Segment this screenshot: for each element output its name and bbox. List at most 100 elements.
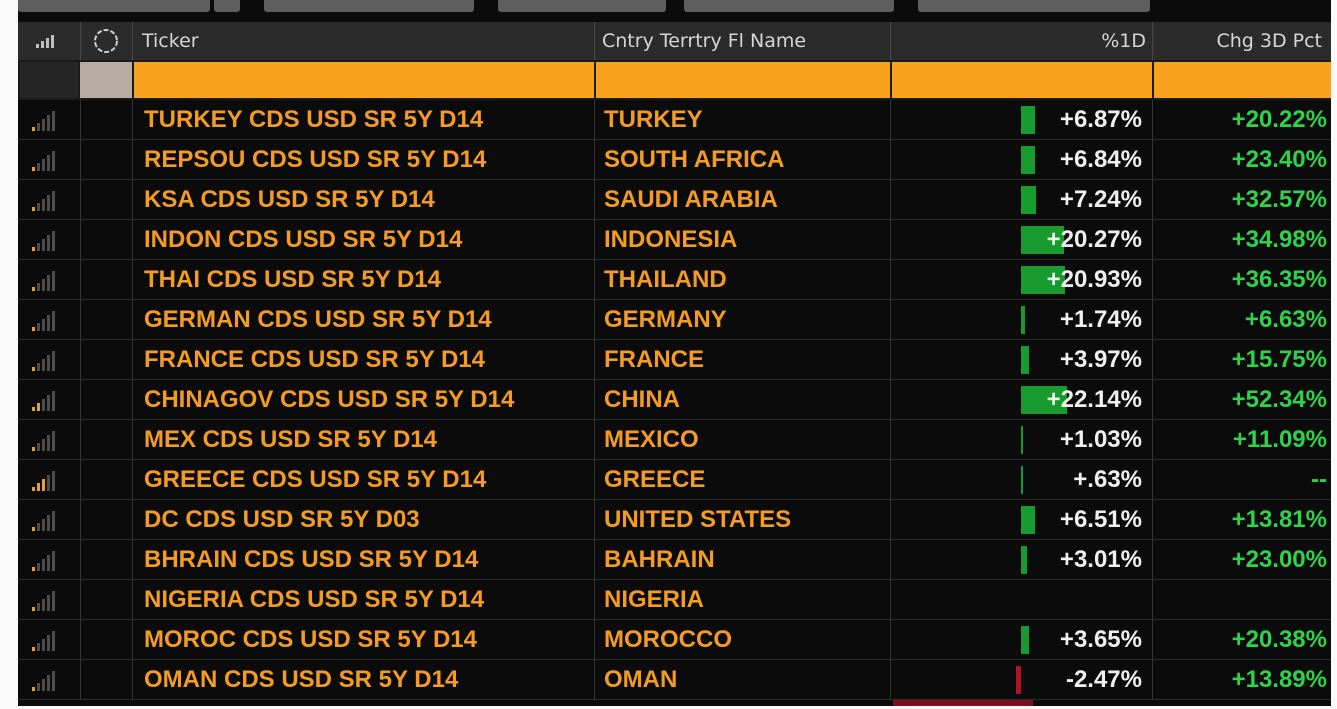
pct-1d-cell: +.63% [893,460,1148,499]
table-row[interactable]: INDON CDS USD SR 5Y D14 INDONESIA +20.27% +… [18,220,1331,260]
country-cell: FRANCE [604,346,704,373]
signal-strength-icon [18,500,80,539]
pct-1d-value: +6.87% [1059,106,1142,133]
pct-1d-value: -2.47% [1065,666,1142,693]
pct-1d-cell: +20.93% [893,260,1148,299]
ticker-cell[interactable]: FRANCE CDS USD SR 5Y D14 [144,346,485,373]
chg-3d-cell: +23.00% [1231,546,1327,573]
ticker-cell[interactable]: GREECE CDS USD SR 5Y D14 [144,466,487,493]
table-row[interactable]: CHINAGOV CDS USD SR 5Y D14 CHINA +22.14% +5… [18,380,1331,420]
pct-1d-value: +6.84% [1059,146,1142,173]
country-cell: MOROCCO [604,626,732,653]
table-header: Ticker Cntry Terrtry Fl Name %1D Chg 3D … [18,22,1331,60]
toolbar-button[interactable] [264,0,474,12]
pct-1d-cell [893,580,1148,619]
filter-cell [20,62,78,98]
toolbar-button[interactable] [918,0,1150,12]
table-row[interactable]: FRANCE CDS USD SR 5Y D14 FRANCE +3.97% +15.… [18,340,1331,380]
table-row[interactable]: OMAN CDS USD SR 5Y D14 OMAN -2.47% +13.89% [18,660,1331,700]
country-cell: TURKEY [604,106,703,133]
toolbar-button[interactable] [498,0,666,12]
column-header-chg-3d[interactable]: Chg 3D Pct [1216,30,1322,52]
pct-1d-cell: +20.27% [893,220,1148,259]
table-row[interactable]: DC CDS USD SR 5Y D03 UNITED STATES +6.51% +… [18,500,1331,540]
signal-strength-icon [18,220,80,259]
chg-3d-cell: +15.75% [1231,346,1327,373]
country-cell: BAHRAIN [604,546,715,573]
pct-1d-bar [1021,466,1023,494]
pct-1d-bar [1021,626,1029,654]
chg-3d-cell: +34.98% [1231,226,1327,253]
signal-strength-icon [18,180,80,219]
column-header-country[interactable]: Cntry Terrtry Fl Name [602,30,807,52]
ticker-cell[interactable]: DC CDS USD SR 5Y D03 [144,506,420,533]
filter-input-country[interactable] [596,62,890,98]
ticker-cell[interactable]: REPSOU CDS USD SR 5Y D14 [144,146,487,173]
column-header-ticker[interactable]: Ticker [142,30,199,52]
ticker-cell[interactable]: CHINAGOV CDS USD SR 5Y D14 [144,386,515,413]
ticker-cell[interactable]: BHRAIN CDS USD SR 5Y D14 [144,546,479,573]
filter-input-pct-1d[interactable] [892,62,1152,98]
pct-1d-value: +20.27% [1046,226,1142,253]
pct-1d-bar [1021,306,1025,334]
toolbar-button[interactable] [18,0,210,12]
table-row[interactable]: MEX CDS USD SR 5Y D14 MEXICO +1.03% +11.09% [18,420,1331,460]
signal-strength-icon [18,260,80,299]
chg-3d-cell: +36.35% [1231,266,1327,293]
signal-strength-icon [18,340,80,379]
toolbar-dropdown-button[interactable] [214,0,240,12]
signal-strength-icon [18,660,80,699]
chg-3d-cell: +13.81% [1231,506,1327,533]
pct-1d-cell: +6.87% [893,100,1148,139]
ticker-cell[interactable]: OMAN CDS USD SR 5Y D14 [144,666,459,693]
column-header-pct-1d[interactable]: %1D [1101,30,1146,52]
filter-input-ticker[interactable] [134,62,594,98]
pct-1d-value: +6.51% [1059,506,1142,533]
filter-cell[interactable] [80,62,132,98]
filter-input-chg-3d[interactable] [1154,62,1331,98]
pct-1d-bar [1021,346,1029,374]
pct-1d-value: +.63% [1073,466,1142,493]
signal-strength-icon [18,300,80,339]
ticker-cell[interactable]: MOROC CDS USD SR 5Y D14 [144,626,477,653]
pct-1d-cell: +3.01% [893,540,1148,579]
chg-3d-cell: +6.63% [1244,306,1327,333]
ticker-cell[interactable]: MEX CDS USD SR 5Y D14 [144,426,437,453]
pct-1d-value: +1.03% [1059,426,1142,453]
pct-1d-bar [1021,426,1023,454]
signal-bars-icon[interactable] [32,22,66,60]
pct-1d-value: +7.24% [1059,186,1142,213]
table-row[interactable]: TURKEY CDS USD SR 5Y D14 TURKEY +6.87% +20.… [18,100,1331,140]
table-row[interactable]: NIGERIA CDS USD SR 5Y D14 NIGERIA [18,580,1331,620]
country-cell: GREECE [604,466,706,493]
country-cell: OMAN [604,666,678,693]
table-row[interactable]: BHRAIN CDS USD SR 5Y D14 BAHRAIN +3.01% +23… [18,540,1331,580]
chg-3d-cell: +23.40% [1231,146,1327,173]
ticker-cell[interactable]: KSA CDS USD SR 5Y D14 [144,186,435,213]
ticker-cell[interactable]: THAI CDS USD SR 5Y D14 [144,266,441,293]
pct-1d-value: +22.14% [1046,386,1142,413]
pct-1d-cell: +22.14% [893,380,1148,419]
signal-strength-icon [18,420,80,459]
ticker-cell[interactable]: TURKEY CDS USD SR 5Y D14 [144,106,484,133]
toolbar-button[interactable] [684,0,894,12]
table-row[interactable]: REPSOU CDS USD SR 5Y D14 SOUTH AFRICA +6.8… [18,140,1331,180]
table-row[interactable]: GREECE CDS USD SR 5Y D14 GREECE +.63% -- [18,460,1331,500]
pct-1d-value: +3.65% [1059,626,1142,653]
table-row[interactable]: THAI CDS USD SR 5Y D14 THAILAND +20.93% +36… [18,260,1331,300]
chg-3d-cell: +32.57% [1231,186,1327,213]
circle-loading-icon[interactable] [88,22,124,60]
pct-1d-cell: -2.47% [893,660,1148,699]
ticker-cell[interactable]: INDON CDS USD SR 5Y D14 [144,226,463,253]
table-row[interactable]: KSA CDS USD SR 5Y D14 SAUDI ARABIA +7.24% +… [18,180,1331,220]
country-cell: NIGERIA [604,586,705,613]
ticker-cell[interactable]: GERMAN CDS USD SR 5Y D14 [144,306,492,333]
table-row[interactable]: MOROC CDS USD SR 5Y D14 MOROCCO +3.65% +20.… [18,620,1331,660]
pct-1d-bar [1021,546,1027,574]
ticker-cell[interactable]: NIGERIA CDS USD SR 5Y D14 [144,586,485,613]
signal-strength-icon [18,460,80,499]
pct-1d-value: +3.97% [1059,346,1142,373]
pct-1d-cell: +1.74% [893,300,1148,339]
table-row[interactable]: GERMAN CDS USD SR 5Y D14 GERMANY +1.74% +6.… [18,300,1331,340]
